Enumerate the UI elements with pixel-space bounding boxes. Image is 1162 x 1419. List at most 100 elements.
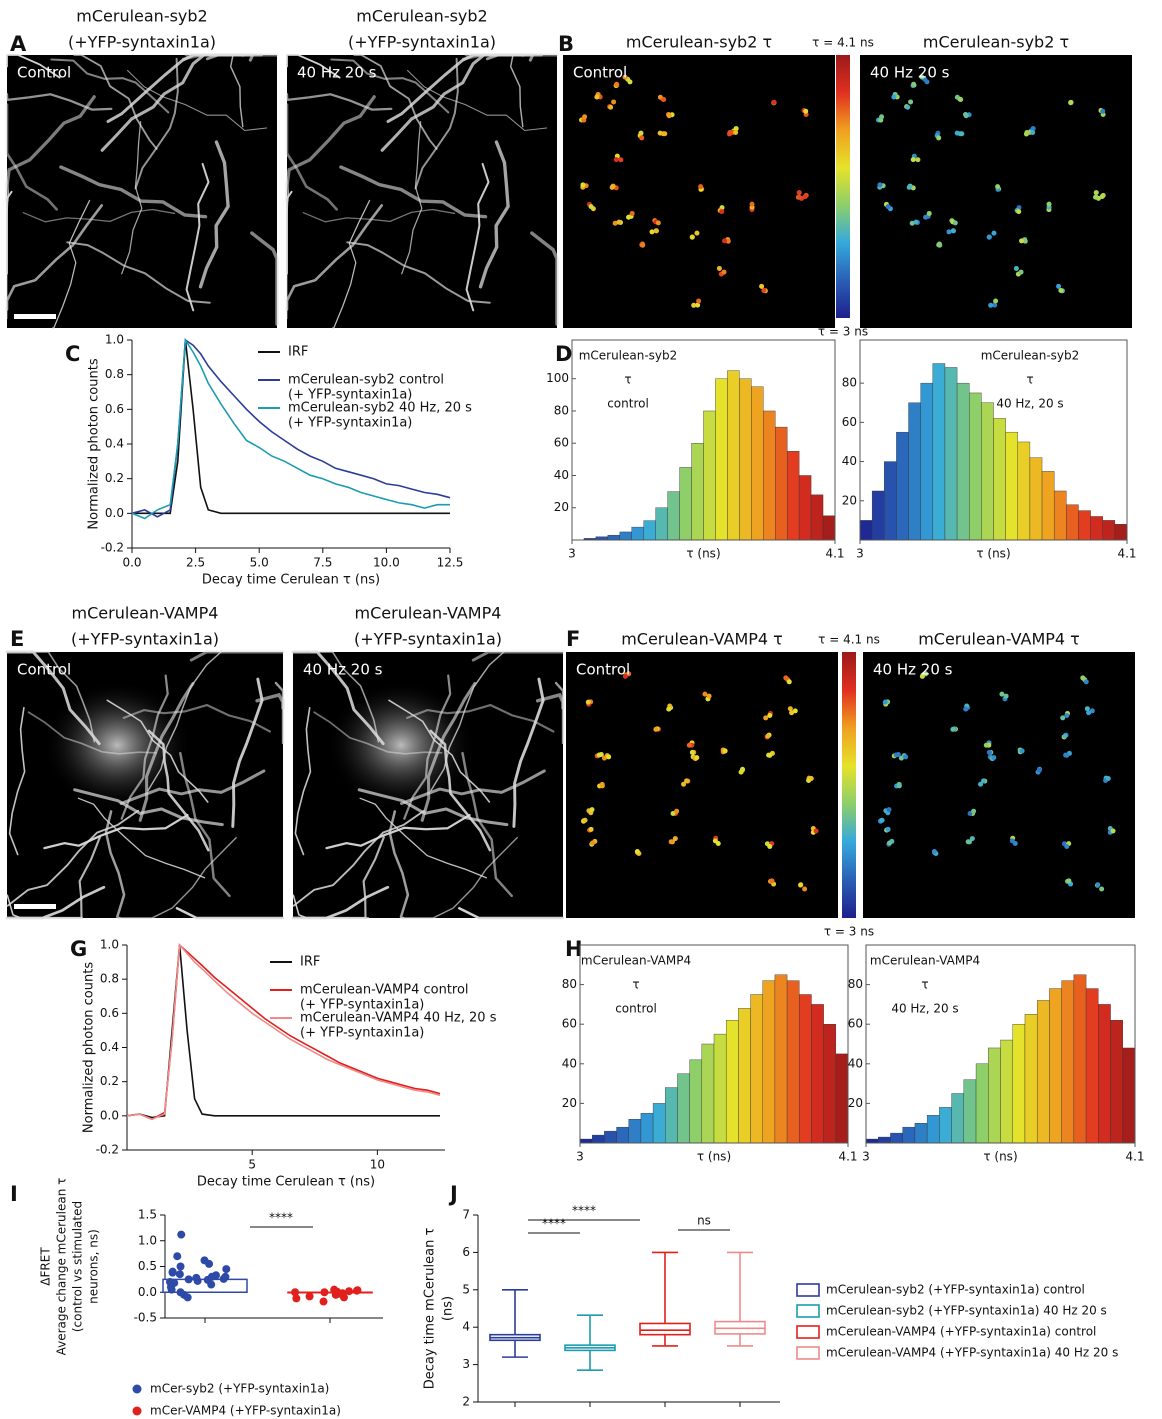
histogram-bar (871, 490, 885, 541)
flim-puncta (622, 74, 628, 80)
flim-puncta (963, 113, 969, 119)
histogram-bar (1061, 980, 1075, 1144)
flim-puncta (802, 886, 808, 892)
flim-puncta (885, 826, 891, 832)
flim-puncta (769, 878, 775, 884)
flim-puncta (796, 194, 802, 200)
histogram-bar (1017, 441, 1031, 541)
neurite (403, 674, 452, 820)
histogram-bar (811, 1004, 824, 1144)
histogram-bar (896, 431, 909, 541)
flim-puncta (691, 302, 697, 308)
data-point (173, 1252, 182, 1261)
neurite (471, 650, 565, 662)
neurite (175, 906, 285, 920)
histogram-annotation: mCerulean-syb2 (981, 349, 1080, 363)
flim-puncta (798, 882, 804, 888)
flim-puncta (882, 699, 888, 705)
y-tick-label: 20 (562, 1096, 577, 1110)
histogram-bar (640, 1113, 654, 1144)
flim-puncta (749, 201, 755, 207)
legend-label: mCerulean-VAMP4 control (300, 983, 469, 998)
flim-puncta (993, 298, 999, 304)
neurite (325, 813, 471, 850)
neurite (26, 651, 96, 743)
flim-puncta (1019, 238, 1025, 244)
y-tick-label: 0.6 (105, 402, 124, 416)
flim-puncta (694, 230, 700, 236)
neurite (231, 677, 264, 828)
panel-label: D (555, 342, 572, 366)
y-tick-label: 0.5 (138, 1259, 157, 1273)
flim-puncta (588, 204, 594, 210)
image-title: (+YFP-syntaxin1a) (354, 630, 502, 649)
histogram-bar (739, 378, 752, 541)
image-title: mCerulean-VAMP4 (72, 604, 219, 623)
histogram-bar (786, 980, 800, 1144)
data-point (176, 1262, 185, 1271)
flim-puncta (616, 219, 622, 225)
flim-puncta (1093, 190, 1099, 196)
y-tick-label: 0.6 (100, 1006, 119, 1020)
flim-puncta (580, 182, 586, 188)
flim-puncta (661, 96, 667, 102)
y-tick-label: 60 (562, 1017, 577, 1031)
flim-puncta (1095, 882, 1101, 888)
data-point (183, 1293, 192, 1302)
flim-puncta (950, 228, 956, 234)
flim-puncta (986, 234, 992, 240)
neurite (104, 810, 126, 920)
neurite (5, 885, 106, 920)
histogram-bar (1110, 1020, 1123, 1144)
y-tick-label: -0.2 (96, 1143, 119, 1157)
histogram-bar (775, 426, 788, 541)
flim-puncta (672, 836, 678, 842)
y-tick-label: 5 (462, 1282, 470, 1296)
y-tick-label: 1.0 (100, 938, 119, 952)
neurite (332, 199, 371, 329)
scale-bar (14, 904, 56, 909)
neurite (73, 54, 158, 150)
legend-marker (132, 1406, 142, 1416)
data-point (170, 1278, 179, 1287)
histogram-bar (865, 1138, 879, 1144)
histogram-annotation: 40 Hz, 20 s (996, 397, 1063, 411)
neurite (134, 57, 179, 190)
plot-frame (579, 944, 849, 1144)
image-label: 40 Hz 20 s (873, 661, 953, 679)
flim-puncta (926, 210, 932, 216)
x-tick-label: 5.0 (250, 556, 269, 570)
histogram-bar (1078, 510, 1091, 541)
legend-label: mCerulean-VAMP4 (+YFP-syntaxin1a) contro… (826, 1325, 1096, 1339)
neurite (512, 677, 545, 828)
flim-puncta (983, 742, 989, 748)
x-tick-label: 4.1 (825, 547, 844, 561)
y-tick-label: 0.2 (100, 1074, 119, 1088)
neurite (400, 769, 546, 805)
data-point (305, 1292, 314, 1301)
data-point (203, 1275, 212, 1284)
histogram-bar (655, 507, 668, 541)
neurite (22, 208, 176, 223)
neurite (359, 797, 487, 879)
x-tick-label: 0.0 (122, 556, 141, 570)
legend-swatch (796, 1283, 820, 1297)
legend-marker (132, 1384, 142, 1394)
flim-puncta (689, 234, 695, 240)
image-title: mCerulean-syb2 (76, 7, 207, 26)
flim-puncta (618, 157, 624, 163)
y-tick-label: 0.0 (138, 1285, 157, 1299)
flim-puncta (655, 220, 661, 226)
neurite (399, 836, 518, 919)
flim-puncta (706, 693, 712, 699)
x-tick-label: 3 (568, 547, 576, 561)
data-point (291, 1288, 300, 1297)
neurite (66, 241, 211, 304)
histogram-bar (963, 1079, 977, 1144)
data-point (200, 1256, 209, 1265)
legend-label: IRF (288, 345, 308, 360)
neurite (147, 651, 222, 792)
flim-puncta (905, 104, 911, 110)
flim-puncta (787, 706, 793, 712)
flim-puncta (915, 157, 921, 163)
